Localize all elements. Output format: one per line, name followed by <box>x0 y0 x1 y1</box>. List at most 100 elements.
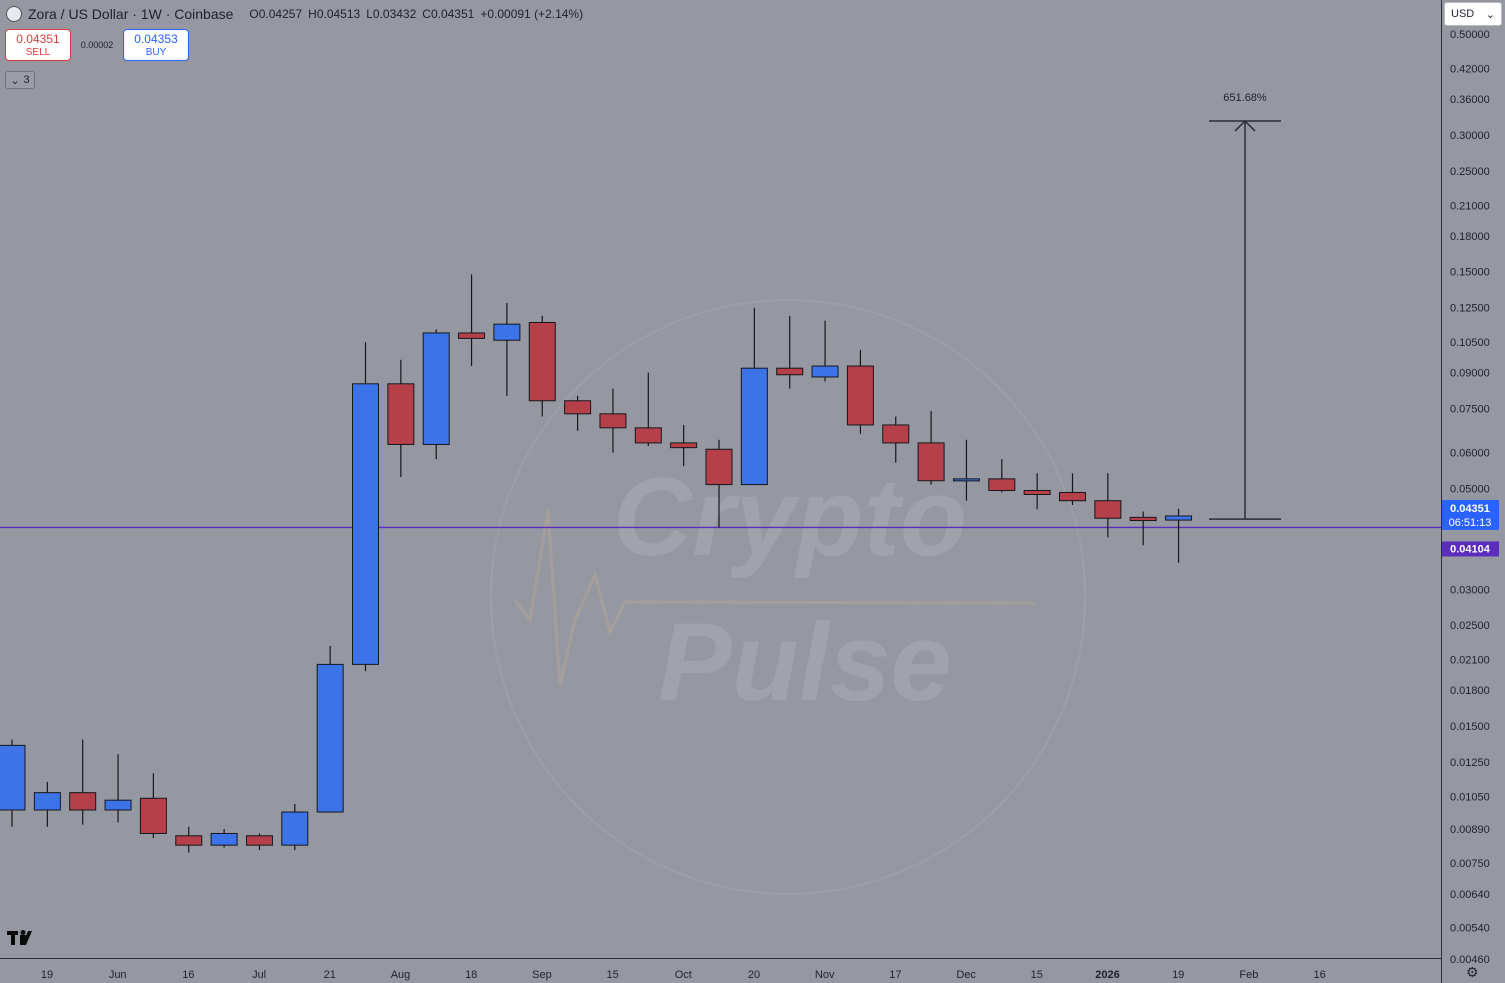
bar-countdown: 06:51:13 <box>1449 517 1492 529</box>
gear-icon[interactable]: ⚙ <box>1466 964 1479 980</box>
y-tick-label: 0.36000 <box>1450 94 1490 106</box>
candle[interactable] <box>1129 511 1157 546</box>
time-axis[interactable]: 19 Jun 16 Jul 21 Aug 18 Sep 15 Oct 20 Nov 17 Dec 15 202… <box>41 969 1326 981</box>
candle[interactable] <box>245 833 273 851</box>
y-tick-label: 0.00460 <box>1450 954 1490 966</box>
candle[interactable] <box>1165 508 1193 563</box>
currency-value: USD <box>1451 8 1475 20</box>
tradingview-logo-icon[interactable] <box>6 928 38 952</box>
candle[interactable] <box>69 739 97 825</box>
candle[interactable] <box>988 459 1016 493</box>
y-tick-label: 0.30000 <box>1450 130 1490 142</box>
x-tick-label: 19 <box>41 969 53 981</box>
candle[interactable] <box>1059 473 1086 505</box>
candle[interactable] <box>917 411 945 485</box>
y-tick-label: 0.07500 <box>1450 403 1490 415</box>
candle[interactable] <box>0 739 26 827</box>
symbol-title[interactable]: Zora / US Dollar · 1W · Coinbase <box>28 6 234 22</box>
indicators-toggle-button[interactable]: ⌄ 3 <box>5 71 35 89</box>
candle-body <box>705 448 733 486</box>
y-tick-label: 0.06000 <box>1450 448 1490 460</box>
sell-label: SELL <box>25 47 51 58</box>
level-price-value: 0.04104 <box>1450 543 1491 555</box>
watermark-line2: Pulse <box>658 601 951 724</box>
candle[interactable] <box>175 826 203 853</box>
candle-body <box>281 811 309 846</box>
candle[interactable] <box>316 646 344 813</box>
price-range-measure[interactable]: 651.68% <box>1209 92 1281 520</box>
spread-value: 0.00002 <box>80 40 114 50</box>
x-tick-label: 17 <box>889 969 901 981</box>
y-tick-label: 0.02100 <box>1450 655 1490 667</box>
candle[interactable] <box>599 388 627 453</box>
buy-button[interactable]: 0.04353 BUY <box>123 29 189 61</box>
currency-select[interactable]: USD ⌄ <box>1444 2 1502 26</box>
candle[interactable] <box>564 395 592 431</box>
candle[interactable] <box>846 349 874 434</box>
candle[interactable] <box>210 829 238 848</box>
candle-body <box>528 321 556 402</box>
x-tick-label: Jul <box>252 969 266 981</box>
candle-body <box>917 442 945 482</box>
buy-price: 0.04353 <box>134 32 178 46</box>
candle[interactable] <box>33 781 61 827</box>
y-tick-label: 0.10500 <box>1450 337 1490 349</box>
candle[interactable] <box>422 329 450 460</box>
chevron-down-icon: ⌄ <box>10 74 20 87</box>
candle-body <box>740 367 768 486</box>
candle-body <box>882 424 910 444</box>
ohlc-low-value: 0.03432 <box>372 7 417 21</box>
candle[interactable] <box>458 274 486 367</box>
ohlc-high-value: 0.04513 <box>316 7 361 21</box>
ohlc-close-key: C <box>422 7 431 21</box>
candle[interactable] <box>1094 473 1122 538</box>
last-price-value: 0.04351 <box>1450 503 1490 515</box>
y-tick-label: 0.03000 <box>1450 584 1490 596</box>
candle-body <box>1129 516 1157 522</box>
candle[interactable] <box>705 439 733 528</box>
indicators-count: 3 <box>23 74 30 86</box>
x-tick-label: Jun <box>109 969 127 981</box>
y-tick-label: 0.09000 <box>1450 368 1490 380</box>
candle[interactable] <box>387 359 415 477</box>
candle-body <box>316 663 344 813</box>
candle[interactable] <box>882 416 910 463</box>
x-tick-label: 15 <box>1031 969 1043 981</box>
candle[interactable] <box>952 439 980 501</box>
y-tick-label: 0.15000 <box>1450 267 1490 279</box>
y-tick-label: 0.21000 <box>1450 200 1490 212</box>
watermark: Crypto Pulse <box>490 299 1086 895</box>
candle[interactable] <box>670 424 698 467</box>
candle[interactable] <box>811 320 839 382</box>
candle-body <box>352 383 379 665</box>
level-price-tag: 0.04104 <box>1442 541 1499 557</box>
x-tick-label: Feb <box>1239 969 1258 981</box>
candle-body <box>1094 500 1122 519</box>
y-tick-label: 0.18000 <box>1450 231 1490 243</box>
x-tick-label: 19 <box>1172 969 1184 981</box>
candle-body <box>422 332 450 445</box>
ohlc-readout: O 0.04257 H 0.04513 L 0.03432 C 0.04351 +0.0… <box>249 7 589 21</box>
candle[interactable] <box>528 315 556 417</box>
candle[interactable] <box>104 754 132 823</box>
sell-button[interactable]: 0.04351 SELL <box>5 29 71 61</box>
candle[interactable] <box>139 773 167 839</box>
candle[interactable] <box>352 342 379 672</box>
price-axis[interactable]: 0.50000 0.42000 0.36000 0.30000 0.25000 0.210… <box>1450 29 1490 966</box>
candle-body <box>387 383 415 445</box>
candle[interactable] <box>776 315 804 389</box>
candle-body <box>210 832 238 846</box>
y-tick-label: 0.00540 <box>1450 923 1490 935</box>
candle-body <box>104 799 132 811</box>
arrow-up-icon <box>1234 119 1256 132</box>
y-tick-label: 0.05000 <box>1450 483 1490 495</box>
candle[interactable] <box>740 307 768 486</box>
candle[interactable] <box>1023 473 1051 510</box>
candle[interactable] <box>634 372 662 447</box>
x-tick-label: Dec <box>956 969 976 981</box>
ohlc-close-value: 0.04351 <box>430 7 475 21</box>
candle[interactable] <box>493 303 521 396</box>
y-tick-label: 0.02500 <box>1450 620 1490 632</box>
candle[interactable] <box>281 804 309 851</box>
